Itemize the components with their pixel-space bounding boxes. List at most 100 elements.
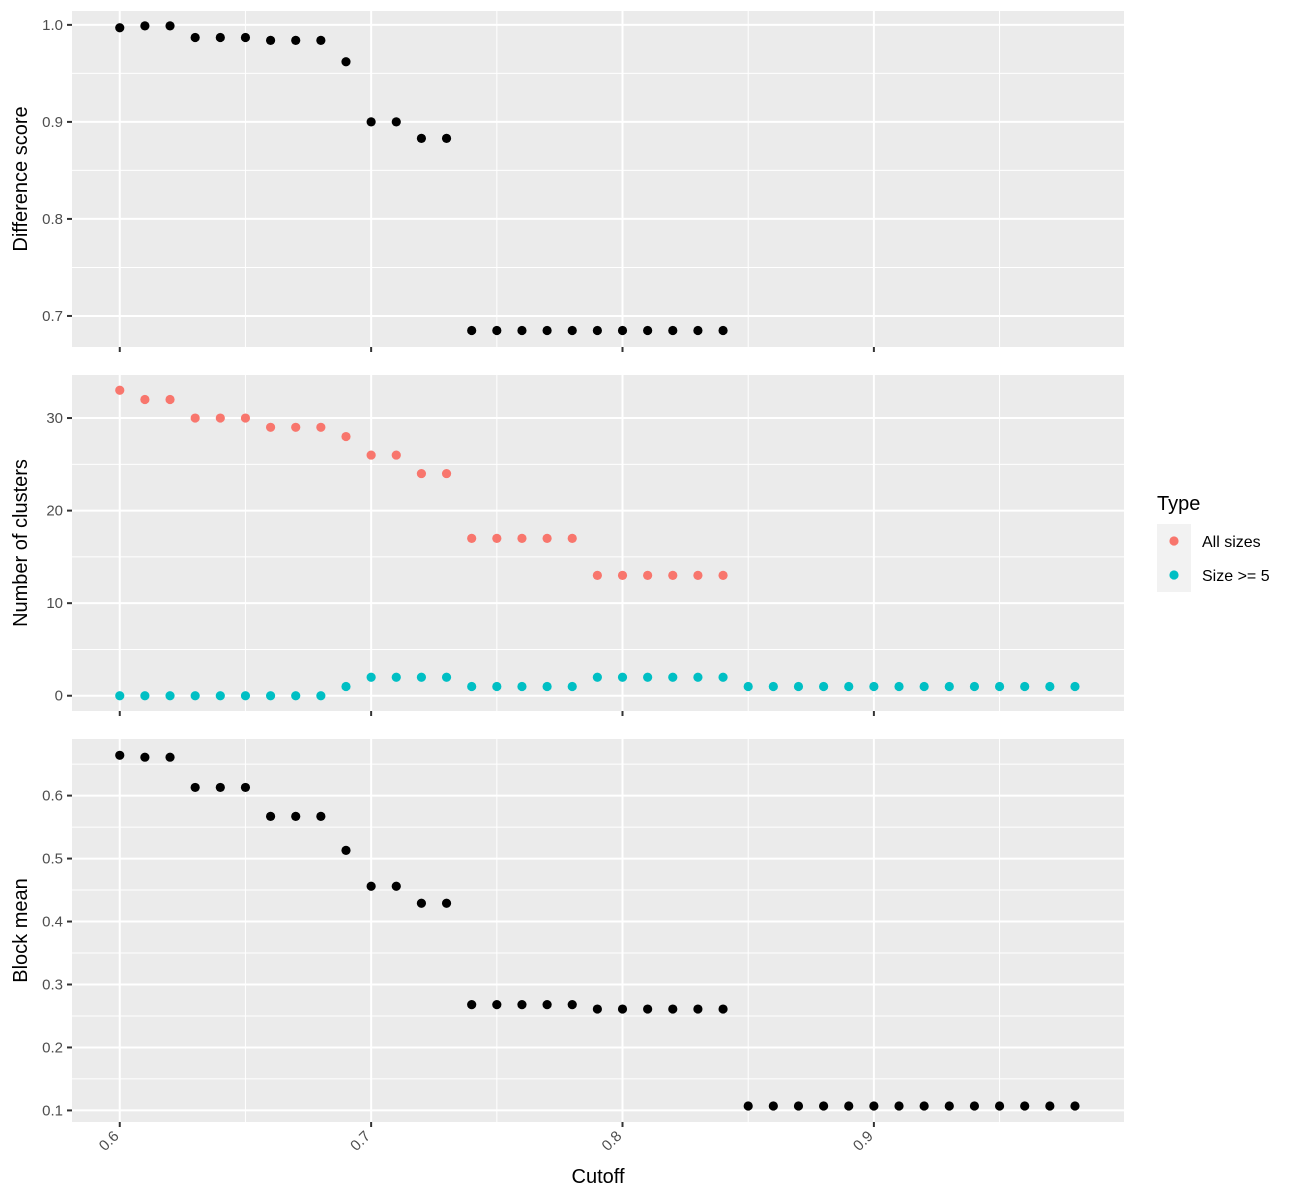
data-point xyxy=(215,413,225,423)
y-tick-label: 1.0 xyxy=(42,17,63,34)
data-point xyxy=(793,681,804,692)
legend-label-all-sizes: All sizes xyxy=(1202,534,1261,551)
data-point xyxy=(567,681,577,692)
data-point xyxy=(517,325,527,336)
data-point xyxy=(416,468,427,479)
data-point xyxy=(894,1101,904,1111)
data-point xyxy=(693,1004,703,1014)
panel-background xyxy=(72,11,1124,347)
data-point xyxy=(165,691,175,701)
data-point xyxy=(919,1101,929,1111)
data-point xyxy=(190,32,200,43)
data-point xyxy=(115,750,125,760)
series xyxy=(115,672,1080,701)
data-point xyxy=(542,681,552,692)
panels: 0.7 0.8 0.9 1.0 Difference score 0 10 20 30 Numbe… xyxy=(10,11,1124,1127)
data-point xyxy=(969,681,980,692)
data-point xyxy=(140,691,150,701)
data-point xyxy=(316,35,326,45)
data-point xyxy=(291,691,301,701)
data-point xyxy=(1045,681,1055,692)
data-point xyxy=(366,450,376,460)
data-point xyxy=(115,23,125,33)
data-point xyxy=(542,325,552,336)
y-tick-label: 0.8 xyxy=(42,211,63,228)
data-point xyxy=(441,133,452,143)
y-tick-label: 0.1 xyxy=(42,1102,63,1119)
panel-background xyxy=(72,739,1124,1122)
data-point xyxy=(894,681,904,692)
data-point xyxy=(718,325,728,336)
data-point xyxy=(341,57,351,67)
data-point xyxy=(869,1101,879,1111)
data-point xyxy=(265,35,276,45)
data-point xyxy=(467,325,477,336)
data-point xyxy=(115,385,125,395)
data-point xyxy=(366,672,376,682)
data-point xyxy=(643,325,653,336)
x-tick-label: 0.9 xyxy=(850,1128,877,1155)
data-point xyxy=(617,672,628,682)
data-point xyxy=(215,32,225,43)
data-point xyxy=(994,1101,1005,1111)
data-point xyxy=(265,811,276,821)
legend-label-size-5: Size >= 5 xyxy=(1202,568,1270,585)
series xyxy=(115,750,1080,1111)
data-point xyxy=(441,672,452,682)
legend-key-all-sizes xyxy=(1169,536,1179,546)
panel-3: 0.1 0.2 0.3 0.4 0.5 0.6 Block mean xyxy=(10,739,1124,1127)
data-point xyxy=(492,1000,502,1010)
data-point xyxy=(718,570,728,580)
y-axis-title: Block mean xyxy=(10,878,32,983)
data-point xyxy=(265,422,276,432)
data-point xyxy=(140,21,150,31)
data-point xyxy=(291,422,301,432)
data-point xyxy=(517,1000,527,1010)
data-point xyxy=(617,325,628,336)
data-point xyxy=(542,533,552,543)
data-point xyxy=(944,681,954,692)
data-point xyxy=(291,811,301,821)
data-point xyxy=(492,681,502,692)
data-point xyxy=(115,691,125,701)
data-point xyxy=(240,413,251,423)
data-point xyxy=(1070,1101,1080,1111)
legend: Type All sizes Size >= 5 xyxy=(1157,493,1270,592)
data-point xyxy=(190,691,200,701)
data-point xyxy=(467,533,477,543)
data-point xyxy=(140,752,150,762)
panel-1: 0.7 0.8 0.9 1.0 Difference score xyxy=(10,11,1124,352)
data-point xyxy=(793,1101,804,1111)
data-point xyxy=(1020,1101,1030,1111)
data-point xyxy=(768,1101,778,1111)
data-point xyxy=(919,681,929,692)
data-point xyxy=(567,533,577,543)
y-axis-title: Difference score xyxy=(10,106,32,251)
data-point xyxy=(316,691,326,701)
data-point xyxy=(592,1004,602,1014)
legend-key-size-5 xyxy=(1169,570,1179,580)
x-axis: 0.6 0.7 0.8 0.9 xyxy=(96,1128,877,1155)
data-point xyxy=(693,325,703,336)
y-tick-label: 30 xyxy=(46,410,63,427)
data-point xyxy=(617,570,628,580)
data-point xyxy=(693,672,703,682)
data-point xyxy=(492,533,502,543)
data-point xyxy=(316,422,326,432)
data-point xyxy=(492,325,502,336)
data-point xyxy=(819,681,829,692)
data-point xyxy=(844,681,854,692)
data-point xyxy=(467,681,477,692)
data-point xyxy=(1020,681,1030,692)
data-point xyxy=(1070,681,1080,692)
data-point xyxy=(467,1000,477,1010)
y-tick-label: 0.4 xyxy=(42,914,63,931)
data-point xyxy=(316,811,326,821)
data-point xyxy=(517,533,527,543)
data-point xyxy=(944,1101,954,1111)
data-point xyxy=(366,117,376,127)
data-point xyxy=(215,782,225,793)
x-axis-title: Cutoff xyxy=(572,1166,625,1188)
data-point xyxy=(643,570,653,580)
